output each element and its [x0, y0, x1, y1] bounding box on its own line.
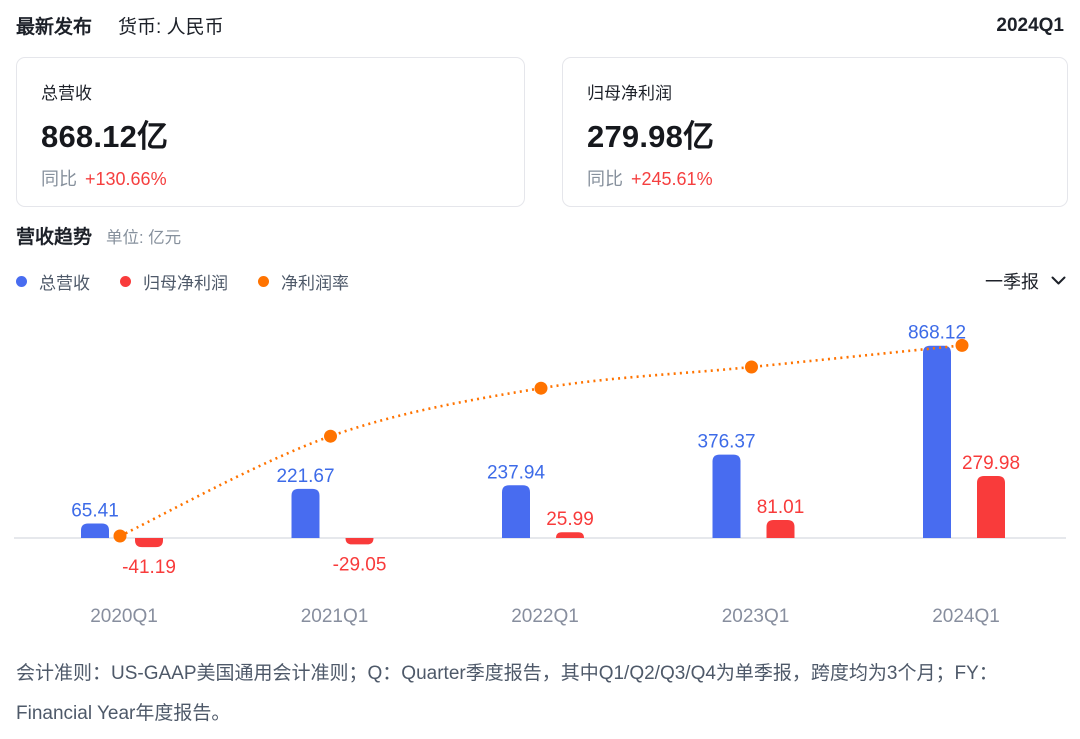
net-margin-point-2020Q1[interactable] — [113, 529, 127, 543]
legend-item-net-profit[interactable]: 归母净利润 — [120, 269, 228, 294]
legend-item-net-margin[interactable]: 净利润率 — [258, 269, 349, 294]
net-margin-point-2024Q1[interactable] — [955, 338, 969, 352]
report-type-label: 一季报 — [985, 272, 1039, 292]
report-type-dropdown[interactable]: 一季报 — [985, 268, 1066, 294]
revenue-bar-2022Q1[interactable] — [502, 485, 530, 538]
legend-label: 归母净利润 — [143, 273, 228, 293]
revenue-kpi-card: 总营收 868.12亿 同比 +130.66% — [16, 57, 525, 207]
net-profit-value-label: 81.01 — [757, 497, 805, 518]
net-margin-point-2022Q1[interactable] — [534, 381, 548, 395]
revenue-value-label: 376.37 — [697, 432, 755, 453]
kpi-title: 总营收 — [41, 84, 92, 103]
net-profit-bar-2020Q1[interactable] — [135, 538, 163, 548]
unit-label: 单位: 亿元 — [106, 229, 182, 247]
net-profit-value-label: -41.19 — [122, 557, 176, 578]
net-profit-bar-2024Q1[interactable] — [977, 475, 1005, 538]
section-header: 营收趋势 单位: 亿元 — [16, 222, 181, 249]
yoy-value: +130.66% — [85, 169, 167, 189]
legend-dot-net-margin — [258, 275, 269, 287]
revenue-value-label: 237.94 — [487, 462, 546, 483]
net-margin-point-2021Q1[interactable] — [324, 429, 337, 443]
legend-dot-revenue — [16, 275, 27, 287]
revenue-value-label: 868.12 — [908, 323, 966, 344]
header-bar: 最新发布 货币: 人民币 2024Q1 — [16, 12, 1064, 39]
revenue-bar-2023Q1[interactable] — [712, 454, 741, 538]
revenue-value-label: 65.41 — [71, 501, 119, 522]
net-margin-line — [119, 344, 963, 538]
x-axis-label-2023Q1: 2023Q1 — [722, 606, 790, 627]
revenue-value-label: 221.67 — [276, 466, 334, 487]
accounting-footnote: 会计准则：US-GAAP美国通用会计准则；Q：Quarter季度报告，其中Q1/… — [16, 663, 998, 724]
net-profit-bar-2023Q1[interactable] — [766, 520, 795, 538]
net-profit-value-label: 25.99 — [546, 509, 594, 530]
net-profit-value-label: 279.98 — [962, 453, 1020, 474]
legend-label: 总营收 — [39, 273, 90, 293]
chart-legend: 总营收 归母净利润 净利润率 — [16, 269, 349, 294]
legend-item-revenue[interactable]: 总营收 — [16, 269, 90, 294]
net-profit-bar-2021Q1[interactable] — [345, 538, 374, 545]
chart-canvas[interactable]: 65.41 -41.19 2020Q1 221.67 -29.05 2021Q1 237.9… — [0, 305, 1080, 640]
x-axis-label-2024Q1: 2024Q1 — [932, 606, 1000, 627]
currency-label: 货币: 人民币 — [118, 17, 224, 38]
x-axis-label-2022Q1: 2022Q1 — [511, 606, 579, 627]
latest-release-label: 最新发布 — [16, 17, 93, 38]
kpi-value: 868.12亿 — [41, 119, 169, 154]
kpi-title: 归母净利润 — [587, 84, 672, 103]
net-profit-value-label: -29.05 — [333, 554, 387, 575]
revenue-trend-chart[interactable]: 65.41 -41.19 2020Q1 221.67 -29.05 2021Q1 237.9… — [0, 305, 1080, 640]
x-axis-label-2020Q1: 2020Q1 — [90, 606, 158, 627]
chevron-down-icon — [1051, 276, 1066, 286]
revenue-bar-2024Q1[interactable] — [923, 345, 951, 538]
kpi-value: 279.98亿 — [587, 119, 715, 154]
net-margin-point-2023Q1[interactable] — [745, 360, 758, 374]
x-axis-label-2021Q1: 2021Q1 — [301, 606, 369, 627]
report-period-label: 2024Q1 — [996, 14, 1064, 36]
yoy-value: +245.61% — [631, 169, 713, 189]
section-title: 营收趋势 — [16, 227, 93, 248]
legend-label: 净利润率 — [281, 273, 349, 293]
revenue-bar-2021Q1[interactable] — [291, 488, 320, 538]
yoy-label: 同比 — [587, 169, 623, 189]
net-profit-bar-2022Q1[interactable] — [556, 532, 584, 538]
legend-dot-net-profit — [120, 275, 131, 287]
net-profit-kpi-card: 归母净利润 279.98亿 同比 +245.61% — [562, 57, 1068, 207]
yoy-label: 同比 — [41, 169, 77, 189]
revenue-bar-2020Q1[interactable] — [81, 523, 109, 538]
